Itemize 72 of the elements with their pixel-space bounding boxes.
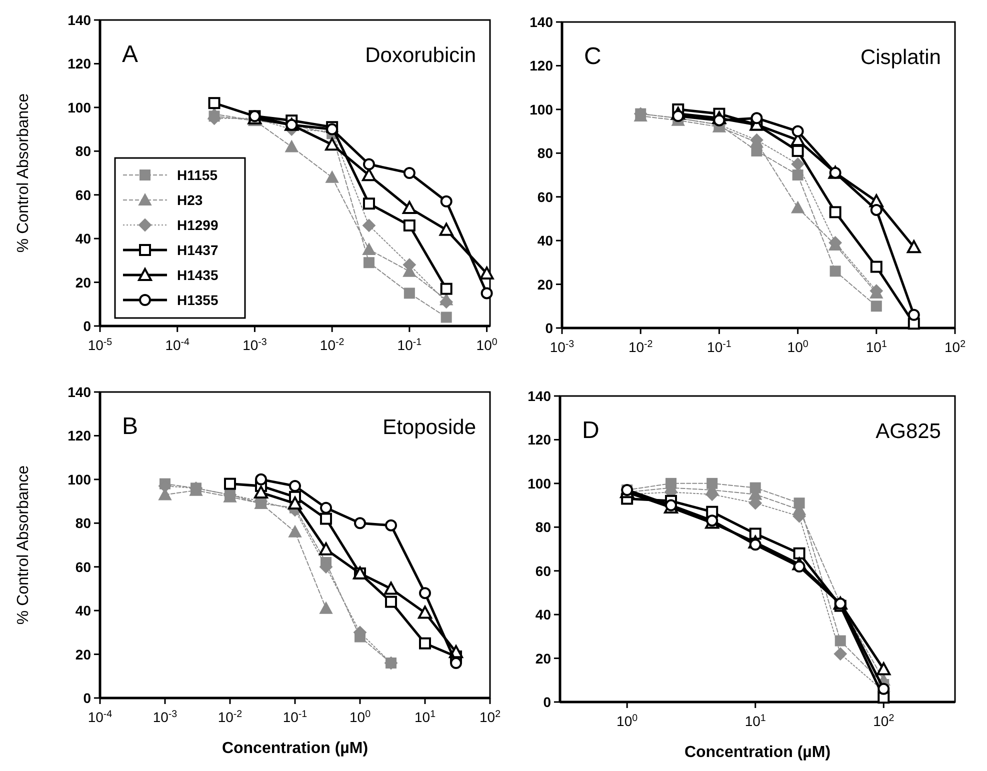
y-tick-label: 0 [545,320,554,336]
legend-label: H1355 [177,292,218,308]
y-tick-label: 40 [75,602,92,619]
text: Doxorubicin [365,44,476,67]
y-tick-label: 20 [537,276,554,292]
x-tick-label: 10$^{-3}$ [152,708,178,725]
y-tick-label: 0 [83,318,92,334]
annotation: D [582,417,600,444]
legend-label: H1437 [177,242,218,258]
text: Cisplatin [860,46,941,69]
y-tick-label: 0 [83,690,92,706]
legend-label: H1435 [177,267,218,283]
y-tick-label: 60 [537,188,554,205]
y-tick-label: 60 [75,186,92,203]
x-axis-title: Concentration (µM) [222,740,368,757]
x-tick-label: 10$^{2}$ [944,338,966,355]
y-tick-label: 60 [75,558,92,575]
x-tick-label: 10$^{0}$ [349,708,372,725]
x-tick-label: 10$^{-2}$ [628,338,653,355]
y-tick-label: 140 [530,14,554,30]
legend-label: H1299 [177,217,218,233]
x-tick-label: 10$^{-5}$ [88,336,113,353]
y-axis-title: % Control Absorbance [15,465,32,625]
y-tick-label: 120 [68,428,92,444]
y-tick-label: 80 [75,143,92,160]
text: Etoposide [382,416,476,439]
y-tick-label: 20 [535,650,552,666]
annotation: C [584,43,602,70]
legend-label: H1155 [177,167,218,183]
x-axis-title: Concentration (µM) [684,744,831,761]
x-tick-label: 10$^{-1}$ [397,336,422,353]
x-tick-label: 10$^{0}$ [476,336,498,353]
y-tick-label: 20 [75,646,92,662]
x-tick-label: 10$^{-2}$ [320,336,344,353]
y-tick-label: 120 [68,56,92,72]
y-tick-label: 100 [528,475,552,492]
y-axis-title: % Control Absorbance [15,93,32,253]
x-tick-label: 10$^{2}$ [479,708,501,725]
legend-label: H23 [177,192,203,208]
y-tick-label: 140 [528,388,552,404]
x-tick-label: 10$^{0}$ [616,712,638,729]
y-tick-label: 120 [530,58,554,74]
x-tick-label: 10$^{2}$ [873,712,894,729]
y-tick-label: 80 [535,519,552,536]
x-tick-label: 10$^{1}$ [414,708,436,725]
x-tick-label: 10$^{1}$ [744,712,766,729]
x-tick-label: 10$^{-2}$ [218,708,242,725]
y-tick-label: 20 [75,274,92,290]
x-tick-label: 10$^{-4}$ [165,336,190,353]
annotation: B [122,413,138,440]
x-tick-label: 10$^{-3}$ [242,336,268,353]
y-tick-label: 80 [537,145,554,162]
x-tick-label: 10$^{-1}$ [282,708,308,725]
y-tick-label: 100 [530,101,554,118]
y-tick-label: 100 [68,99,92,116]
x-tick-label: 10$^{-3}$ [550,338,575,355]
x-tick-label: 10$^{-4}$ [88,708,113,725]
y-tick-label: 140 [68,12,92,28]
x-tick-label: 10$^{-1}$ [707,338,732,355]
y-tick-label: 80 [75,515,92,532]
y-tick-label: 100 [68,471,92,488]
text: AG825 [876,420,941,443]
y-tick-label: 40 [75,230,92,247]
y-tick-label: 40 [535,606,552,623]
y-tick-label: 120 [528,432,552,448]
y-tick-label: 140 [68,384,92,400]
x-tick-label: 10$^{1}$ [866,338,887,355]
y-tick-label: 60 [535,562,552,579]
annotation: A [122,41,138,68]
y-tick-label: 40 [537,232,554,249]
y-tick-label: 0 [543,694,552,710]
x-tick-label: 10$^{0}$ [787,338,809,355]
